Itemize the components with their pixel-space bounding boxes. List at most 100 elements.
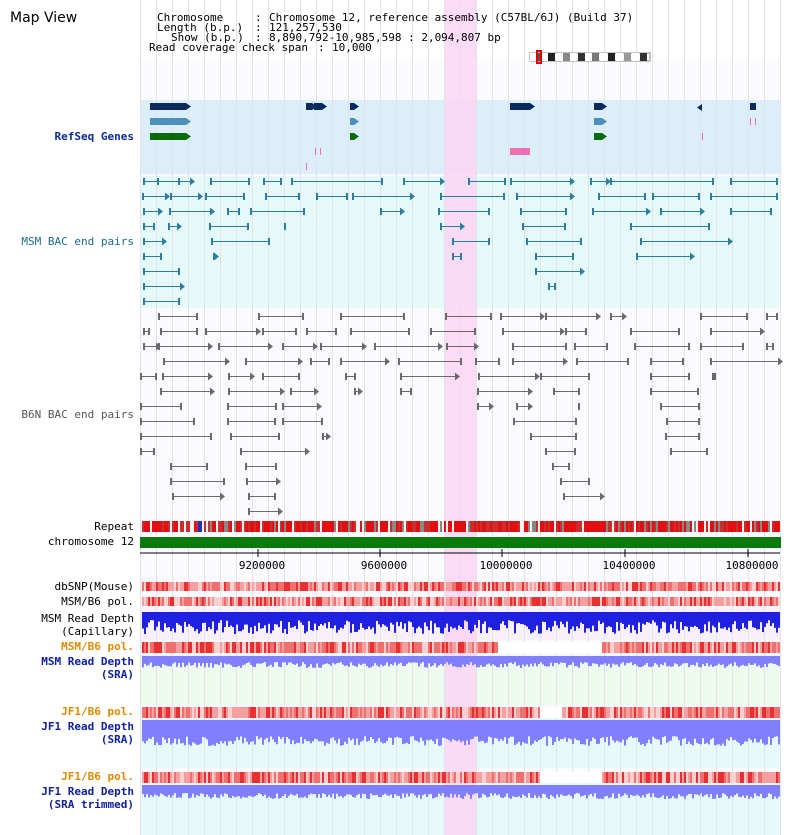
- msm-depth-capillary-bar: [770, 612, 772, 627]
- bac-end: [163, 358, 165, 365]
- jf1-b6-pol-2-cell: [284, 772, 286, 783]
- msm-depth-capillary-bar: [650, 612, 652, 624]
- msm-b6-pol-sra-cell: [234, 642, 236, 653]
- msm-depth-sra-bar: [614, 656, 616, 665]
- gene-arrow: [322, 103, 327, 110]
- track-label-jf1-b6-pol-2[interactable]: JF1/B6 pol.: [61, 770, 134, 783]
- dbsnp-cell: [194, 582, 196, 591]
- bac-end: [295, 328, 297, 335]
- jf1-depth-bar: [650, 720, 652, 744]
- track-label-dbsnp[interactable]: dbSNP(Mouse): [54, 580, 134, 593]
- track-label-chromosome[interactable]: chromosome 12: [47, 535, 134, 548]
- dbsnp-cell: [632, 582, 634, 591]
- bac-end-arrow: [177, 222, 182, 231]
- repeat-block: [342, 521, 344, 532]
- dbsnp-cell: [654, 582, 656, 591]
- bac-end: [238, 208, 240, 215]
- msm-b6-pol-cell: [768, 597, 770, 606]
- dbsnp-cell: [634, 582, 636, 591]
- track-label-refseq[interactable]: RefSeq Genes: [54, 130, 134, 143]
- repeat-block: [344, 521, 346, 532]
- bac-end: [688, 373, 690, 380]
- jf1-b6-pol-cell: [306, 707, 308, 718]
- msm-depth-sra-bar: [240, 656, 242, 668]
- track-label-msm-depth-capillary[interactable]: MSM Read Depth: [41, 612, 134, 625]
- bac-end: [143, 223, 145, 230]
- msm-depth-sra-bar: [432, 656, 434, 666]
- repeat-block: [550, 521, 552, 532]
- track-label-jf1-b6-pol[interactable]: JF1/B6 pol.: [61, 705, 134, 718]
- msm-depth-sra-bar: [182, 656, 184, 663]
- jf1-depth-bar: [374, 720, 376, 744]
- track-label-jf1-depth-trimmed[interactable]: JF1 Read Depth: [41, 785, 134, 798]
- msm-b6-pol-cell: [590, 597, 592, 606]
- msm-b6-pol-cell: [286, 597, 288, 606]
- msm-b6-pol-cell: [216, 597, 218, 606]
- msm-depth-capillary-bar: [254, 612, 256, 626]
- jf1-b6-pol-cell: [698, 707, 700, 718]
- track-label-msm-b6-pol[interactable]: MSM/B6 pol.: [61, 595, 134, 608]
- track-label-msm-depth-sra[interactable]: MSM Read Depth: [41, 655, 134, 668]
- bac-end: [678, 328, 680, 335]
- msm-b6-pol-sra-cell: [530, 642, 532, 653]
- msm-b6-pol-cell: [516, 597, 518, 606]
- jf1-b6-pol-cell: [146, 707, 148, 718]
- msm-depth-capillary-bar: [196, 612, 198, 630]
- dbsnp-cell: [426, 582, 428, 591]
- jf1-b6-pol-cell: [394, 707, 396, 718]
- repeat-block: [288, 521, 290, 532]
- bac-end: [520, 208, 522, 215]
- repeat-block: [490, 521, 492, 532]
- jf1-b6-pol-2-cell: [144, 772, 146, 783]
- repeat-block: [224, 521, 226, 532]
- jf1-b6-pol-2-cell: [304, 772, 306, 783]
- msm-depth-sra-bar: [230, 656, 232, 666]
- jf1-depth-trimmed-bar: [748, 785, 750, 799]
- dbsnp-cell: [712, 582, 714, 591]
- msm-depth-sra-bar: [424, 656, 426, 668]
- jf1-b6-pol-cell: [492, 707, 494, 718]
- jf1-b6-pol-cell: [410, 707, 412, 718]
- msm-b6-pol-sra-cell: [172, 642, 174, 653]
- jf1-b6-pol-2-cell: [774, 772, 776, 783]
- jf1-depth-trimmed-bar: [176, 785, 178, 798]
- repeat-block: [754, 521, 756, 532]
- msm-b6-pol-sra-cell: [638, 642, 640, 653]
- track-label-msm-bac[interactable]: MSM BAC end pairs: [21, 235, 134, 248]
- msm-b6-pol-cell: [610, 597, 612, 606]
- msm-b6-pol-sra-cell: [304, 642, 306, 653]
- msm-b6-pol-cell: [454, 597, 456, 606]
- msm-b6-pol-cell: [700, 597, 702, 606]
- repeat-block: [194, 521, 196, 532]
- jf1-b6-pol-2-cell: [596, 772, 598, 783]
- msm-depth-sra-bar: [730, 656, 732, 664]
- jf1-b6-pol-cell: [688, 707, 690, 718]
- gene-feature: [750, 118, 751, 125]
- msm-depth-capillary-bar: [750, 612, 752, 621]
- dbsnp-cell: [724, 582, 726, 591]
- msm-b6-pol-cell: [692, 597, 694, 606]
- repeat-block: [704, 521, 706, 532]
- track-label-b6n-bac[interactable]: B6N BAC end pairs: [21, 408, 134, 421]
- msm-b6-pol-sra-cell: [284, 642, 286, 653]
- msm-b6-pol-cell: [210, 597, 212, 606]
- msm-depth-sra-bar: [418, 656, 420, 667]
- dbsnp-cell: [280, 582, 282, 591]
- jf1-b6-pol-2-cell: [202, 772, 204, 783]
- msm-b6-pol-cell: [154, 597, 156, 606]
- jf1-b6-pol-2-cell: [360, 772, 362, 783]
- track-label-jf1-depth[interactable]: JF1 Read Depth: [41, 720, 134, 733]
- jf1-b6-pol-cell: [740, 707, 742, 718]
- msm-b6-pol-cell: [206, 597, 208, 606]
- msm-depth-sra-bar: [662, 656, 664, 666]
- msm-depth-sra-bar: [538, 656, 540, 665]
- msm-b6-pol-cell: [212, 597, 214, 606]
- msm-depth-capillary-bar: [282, 612, 284, 633]
- msm-depth-sra-bar: [756, 656, 758, 667]
- msm-b6-pol-sra-cell: [182, 642, 184, 653]
- jf1-depth-bar: [688, 720, 690, 742]
- track-label-msm-b6-pol-sra[interactable]: MSM/B6 pol.: [61, 640, 134, 653]
- msm-b6-pol-sra-cell: [410, 642, 412, 653]
- track-label-repeat[interactable]: Repeat: [94, 520, 134, 533]
